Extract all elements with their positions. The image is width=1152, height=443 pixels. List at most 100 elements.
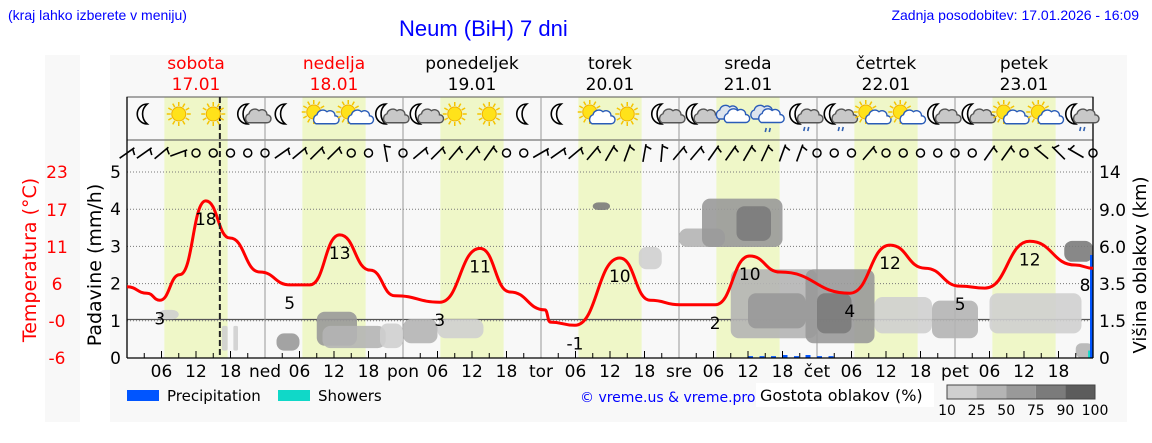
wind-barb-feather xyxy=(287,148,291,156)
wind-barb-staff xyxy=(724,145,737,161)
day-name: sreda xyxy=(724,54,771,74)
wind-barb-staff xyxy=(604,144,616,162)
sun-ray xyxy=(461,117,466,121)
moon-shape xyxy=(136,103,150,125)
wind-barb-icon xyxy=(707,145,722,161)
precipitation-bar xyxy=(805,355,811,358)
cloud-shape xyxy=(796,108,824,124)
wind-barb-icon xyxy=(136,147,153,159)
calm-wind-icon xyxy=(950,148,960,158)
calm-wind-icon xyxy=(363,148,374,158)
temp-tick-label: -0 xyxy=(49,312,66,332)
wind-barb-staff xyxy=(154,146,169,160)
wind-barb-feather xyxy=(563,148,567,156)
sun-ray xyxy=(578,105,584,109)
cloud-legend-title-bg xyxy=(756,383,934,407)
cloud-legend-tick: 10 xyxy=(938,403,956,419)
calm-wind-icon xyxy=(208,148,218,158)
wind-barb-feather xyxy=(992,146,998,153)
sun-ray xyxy=(620,120,624,125)
wind-barb-icon xyxy=(1000,145,1016,161)
cloud-shape xyxy=(864,109,892,125)
moon-shape xyxy=(550,103,564,125)
sun-ray xyxy=(182,103,186,108)
wind-barb-feather xyxy=(734,146,740,153)
wind-barb-icon xyxy=(154,146,170,160)
x-tick-label: 06 xyxy=(841,362,863,382)
legend-swatch xyxy=(278,390,310,401)
calm-wind-icon xyxy=(260,148,270,158)
cloud-rain-icon xyxy=(750,104,785,133)
wind-barb-staff xyxy=(623,144,632,162)
x-tick-label: 06 xyxy=(289,362,311,382)
day-date: 19.01 xyxy=(448,75,497,95)
x-tick-label: 12 xyxy=(323,362,345,382)
sun-ray xyxy=(216,103,220,108)
wind-barb-staff xyxy=(742,144,754,162)
wind-barb-icon xyxy=(292,146,308,160)
sun-ray xyxy=(872,105,877,109)
wind-barb-staff xyxy=(483,145,496,161)
precipitation-bar xyxy=(782,355,788,358)
wind-barb-icon xyxy=(586,145,602,161)
rain-drops xyxy=(1078,126,1086,132)
sun-icon xyxy=(477,102,502,126)
wind-barb-feather xyxy=(1053,144,1060,149)
sun-ray xyxy=(859,101,863,106)
sun-ray xyxy=(492,103,496,108)
wind-barb-icon xyxy=(862,145,878,161)
wind-barb-feather xyxy=(1035,144,1042,150)
credit-link[interactable]: © vreme.us & vreme.pro xyxy=(580,390,755,406)
rain-drops xyxy=(764,127,772,133)
temp-value-label: 3 xyxy=(154,309,165,329)
legend-label: Showers xyxy=(318,387,382,405)
sun-ray xyxy=(351,101,355,106)
cloud-shape xyxy=(244,108,272,124)
precipitation-bar xyxy=(828,356,834,358)
sun-ray xyxy=(320,105,325,109)
moon-cloud-icon xyxy=(409,103,445,125)
moon-cloud-icon xyxy=(961,103,997,125)
sun-cloud-icon xyxy=(853,100,892,125)
sun-ray xyxy=(583,101,587,106)
temp-value-label: 8 xyxy=(1080,276,1091,296)
x-tick-label: 18 xyxy=(772,362,794,382)
sun-ray xyxy=(317,101,321,106)
last-updated: Zadnja posodobitev: 17.01.2026 - 16:09 xyxy=(891,7,1139,23)
moon-icon xyxy=(515,103,529,125)
sun-ray xyxy=(630,103,634,108)
x-day-label: pet xyxy=(941,362,969,382)
wind-barb-staff xyxy=(465,145,479,161)
x-day-label: čet xyxy=(804,362,831,382)
sun-ray xyxy=(172,120,176,125)
temp-value-label: 13 xyxy=(329,244,351,264)
precipitation-bar xyxy=(748,356,753,358)
calm-wind-icon xyxy=(812,148,822,158)
cloud-shape xyxy=(969,108,997,124)
cloud-patch xyxy=(233,325,238,351)
wind-barb-icon xyxy=(274,147,291,159)
sun-ray xyxy=(893,118,897,123)
wind-barb-feather xyxy=(662,145,669,150)
sun-ray xyxy=(167,107,173,111)
x-tick-label: 12 xyxy=(1013,362,1035,382)
cloud-shape xyxy=(312,109,340,125)
moon-cloud-icon xyxy=(374,103,410,125)
cloud-patch xyxy=(158,309,179,320)
temp-tick-label: 23 xyxy=(46,163,68,183)
moon-shape xyxy=(236,103,250,125)
wind-barb-icon xyxy=(448,145,464,161)
sun-icon xyxy=(166,102,191,126)
temp-axis-panel xyxy=(45,55,80,422)
wind-barb-icon xyxy=(689,145,705,161)
wind-barb-staff xyxy=(383,143,389,163)
sun-ray xyxy=(596,105,601,109)
cloud-patch xyxy=(1064,240,1093,262)
wind-barb-icon xyxy=(672,145,688,161)
precip-tick-label: 3 xyxy=(110,237,121,257)
sun-ray xyxy=(1041,101,1045,106)
sun-ray xyxy=(167,117,173,121)
sun-ray xyxy=(620,103,624,108)
day-name: sobota xyxy=(167,54,225,74)
temp-tick-label: 6 xyxy=(52,275,63,295)
